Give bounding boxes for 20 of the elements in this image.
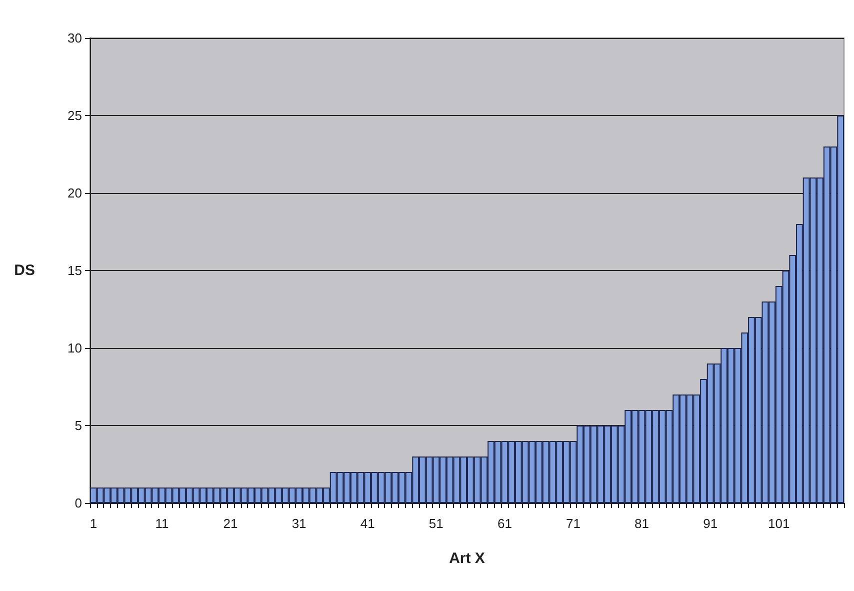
y-tick-label: 30	[68, 30, 82, 46]
x-tick-label: 61	[497, 516, 512, 531]
x-axis-title: Art X	[449, 550, 485, 567]
x-tick-label: 1	[90, 516, 98, 531]
y-tick-label: 15	[68, 263, 82, 278]
y-tick-label: 5	[74, 418, 82, 433]
x-tick-label: 31	[292, 516, 306, 531]
x-tick-label: 21	[223, 516, 238, 531]
y-tick-label: 0	[74, 496, 82, 510]
x-tick-label: 91	[703, 516, 718, 531]
x-tick-label: 11	[155, 516, 169, 531]
x-tick-label: 41	[360, 516, 375, 531]
y-tick-label: 25	[68, 108, 82, 123]
y-tick-label: 20	[68, 186, 82, 200]
y-tick-label: 10	[68, 340, 82, 356]
x-tick-label: 71	[566, 516, 580, 531]
x-tick-label: 101	[768, 516, 790, 531]
x-tick-label: 81	[634, 516, 650, 531]
y-axis-title: DS	[14, 262, 35, 279]
x-tick-label: 51	[428, 516, 444, 531]
